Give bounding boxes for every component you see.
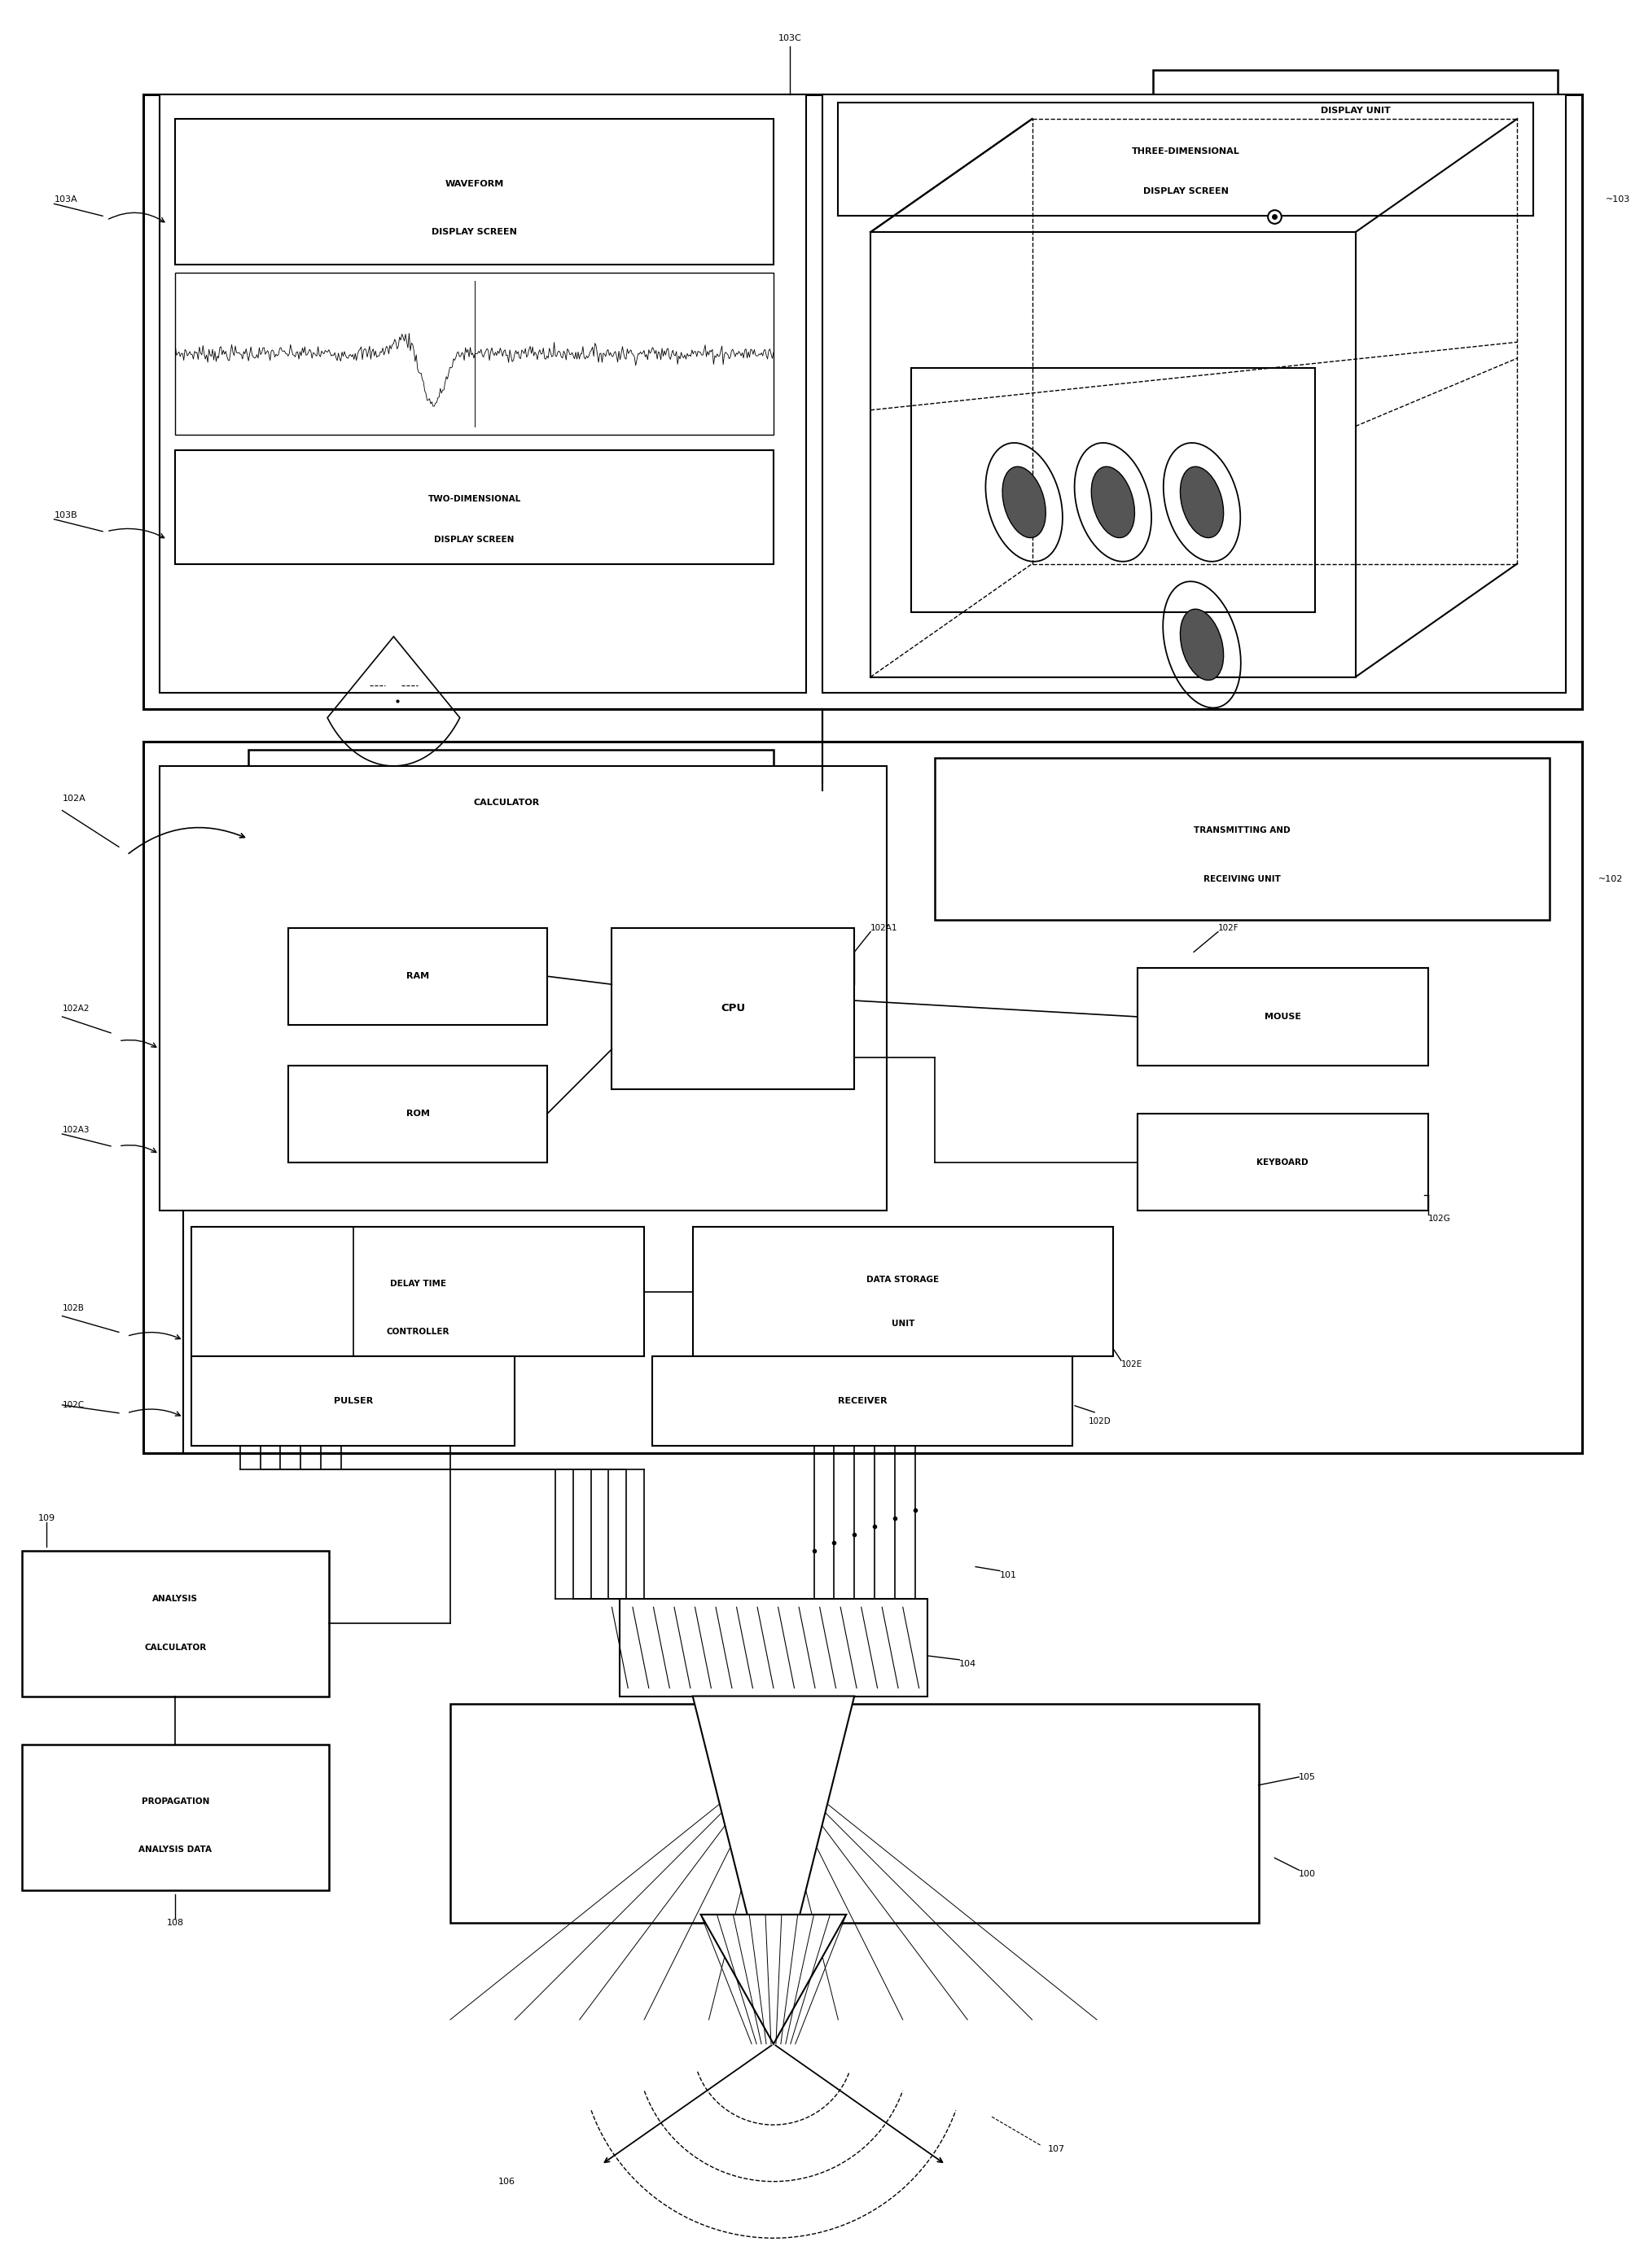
Text: 106: 106 <box>498 2177 515 2186</box>
Text: 103B: 103B <box>54 510 77 519</box>
Bar <box>143 95 1582 710</box>
Text: WAVEFORM: WAVEFORM <box>446 179 503 188</box>
Bar <box>248 751 774 855</box>
Text: DISPLAY SCREEN: DISPLAY SCREEN <box>1143 188 1228 195</box>
Text: THREE-DIMENSIONAL: THREE-DIMENSIONAL <box>1131 147 1240 154</box>
Bar <box>176 118 774 265</box>
Ellipse shape <box>1180 467 1223 538</box>
Ellipse shape <box>1003 467 1046 538</box>
Text: DISPLAY UNIT: DISPLAY UNIT <box>1320 107 1391 116</box>
Text: TRANSMITTING AND: TRANSMITTING AND <box>1194 826 1291 835</box>
Text: 103C: 103C <box>778 34 801 43</box>
Text: 101: 101 <box>1000 1572 1018 1579</box>
Text: PROPAGATION: PROPAGATION <box>141 1796 209 1805</box>
Text: DELAY TIME: DELAY TIME <box>390 1279 446 1288</box>
Text: PULSER: PULSER <box>334 1397 373 1404</box>
Text: 105: 105 <box>1299 1774 1315 1780</box>
Bar <box>159 767 886 1211</box>
Text: 102A1: 102A1 <box>870 923 898 932</box>
Polygon shape <box>700 1914 847 2043</box>
Polygon shape <box>692 1696 855 2021</box>
Bar <box>176 272 774 435</box>
Text: ANALYSIS: ANALYSIS <box>153 1594 199 1603</box>
Text: DISPLAY SCREEN: DISPLAY SCREEN <box>434 535 515 544</box>
Text: 102A2: 102A2 <box>62 1005 89 1014</box>
Text: 102D: 102D <box>1088 1418 1111 1424</box>
Bar <box>612 928 855 1089</box>
Bar <box>822 95 1565 694</box>
Bar <box>1138 968 1429 1066</box>
Bar <box>192 1356 515 1445</box>
Text: DISPLAY SCREEN: DISPLAY SCREEN <box>432 229 518 236</box>
Text: MOUSE: MOUSE <box>1264 1012 1300 1021</box>
Text: ~103: ~103 <box>1606 195 1631 204</box>
Text: KEYBOARD: KEYBOARD <box>1256 1159 1309 1166</box>
Text: TWO-DIMENSIONAL: TWO-DIMENSIONAL <box>427 494 521 503</box>
Bar <box>21 1551 329 1696</box>
Text: UNIT: UNIT <box>891 1320 914 1329</box>
Ellipse shape <box>1092 467 1134 538</box>
Text: DATA STORAGE: DATA STORAGE <box>866 1275 939 1284</box>
Text: CALCULATOR: CALCULATOR <box>145 1644 207 1651</box>
Text: 108: 108 <box>166 1919 184 1928</box>
Text: 102B: 102B <box>62 1304 84 1311</box>
Text: ANALYSIS DATA: ANALYSIS DATA <box>138 1846 212 1853</box>
Text: 102E: 102E <box>1121 1361 1143 1368</box>
Text: 104: 104 <box>960 1660 977 1667</box>
Text: 107: 107 <box>1047 2146 1065 2152</box>
Bar <box>289 928 547 1025</box>
Bar <box>692 1227 1113 1356</box>
Text: 102C: 102C <box>62 1402 84 1408</box>
Bar <box>192 1227 644 1356</box>
Bar <box>620 1599 927 1696</box>
Text: 102A3: 102A3 <box>62 1125 89 1134</box>
Bar <box>1138 1114 1429 1211</box>
Bar <box>176 451 774 565</box>
Text: 102A: 102A <box>62 794 85 803</box>
Text: RECEIVING UNIT: RECEIVING UNIT <box>1203 875 1281 882</box>
Text: RAM: RAM <box>406 973 429 980</box>
Bar <box>935 758 1549 919</box>
Bar <box>143 742 1582 1454</box>
Text: CONTROLLER: CONTROLLER <box>386 1329 449 1336</box>
Text: 102G: 102G <box>1429 1216 1452 1222</box>
Text: 103A: 103A <box>54 195 77 204</box>
Text: RECEIVER: RECEIVER <box>838 1397 888 1404</box>
Text: 109: 109 <box>38 1515 56 1522</box>
Bar <box>911 367 1315 612</box>
Bar <box>289 1066 547 1161</box>
Bar <box>159 95 806 694</box>
Text: 100: 100 <box>1299 1871 1315 1878</box>
Bar <box>653 1356 1072 1445</box>
Text: ~102: ~102 <box>1598 875 1623 882</box>
Bar <box>1154 70 1557 152</box>
Bar <box>838 102 1534 215</box>
Text: 102F: 102F <box>1218 923 1240 932</box>
Text: ROM: ROM <box>406 1109 429 1118</box>
Text: CALCULATOR: CALCULATOR <box>473 798 539 807</box>
Ellipse shape <box>1180 610 1223 680</box>
Bar <box>450 1703 1258 1923</box>
Text: CPU: CPU <box>720 1002 745 1014</box>
Bar <box>21 1744 329 1889</box>
